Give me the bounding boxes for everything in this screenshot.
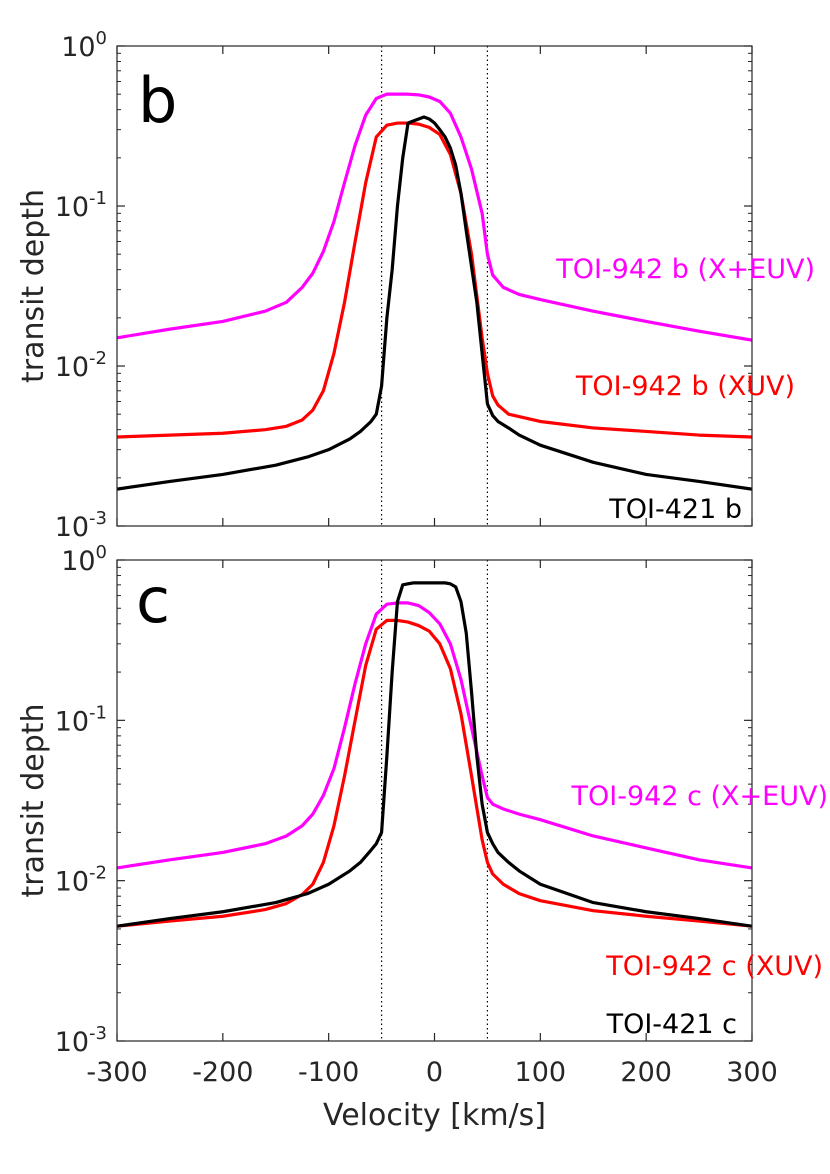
ytick-label: 10-1 <box>55 188 107 223</box>
series-line-toi-942-c-xuv <box>117 618 752 928</box>
ytick-exponent: -2 <box>89 863 107 884</box>
series-annotation: TOI-942 b (X+EUV) <box>555 254 815 285</box>
ytick-exponent: -2 <box>89 348 107 369</box>
ytick-label: 100 <box>61 542 107 577</box>
ytick-base: 10 <box>55 192 89 223</box>
xtick-label: -100 <box>298 1057 359 1088</box>
ytick-base: 10 <box>61 32 95 63</box>
ytick-base: 10 <box>55 867 89 898</box>
series-line-toi-421-b <box>117 115 752 491</box>
ytick-label: 100 <box>61 28 107 63</box>
series-annotation: TOI-421 c <box>606 1009 737 1040</box>
panel-letter: c <box>136 564 170 637</box>
ytick-exponent: -1 <box>89 188 107 209</box>
ytick-base: 10 <box>55 352 89 383</box>
axes-box <box>116 45 753 527</box>
ytick-exponent: -1 <box>89 702 107 723</box>
series-annotation: TOI-942 c (XUV) <box>605 951 823 982</box>
series-annotation: TOI-421 b <box>608 494 742 525</box>
ytick-label: 10-2 <box>55 863 107 898</box>
ytick-exponent: -3 <box>89 1023 107 1044</box>
xtick-label: 0 <box>426 1057 443 1088</box>
series-line-toi-942-b-xuv <box>117 121 752 439</box>
series-annotation: TOI-942 c (X+EUV) <box>571 781 828 812</box>
xtick-label: 100 <box>515 1057 567 1088</box>
panel-letter: b <box>138 64 177 137</box>
ytick-base: 10 <box>55 706 89 737</box>
series-annotation: TOI-942 b (XUV) <box>575 371 795 402</box>
y-axis-label: transit depth <box>16 703 51 897</box>
xtick-label: -300 <box>86 1057 147 1088</box>
y-axis-label: transit depth <box>16 189 51 383</box>
ytick-exponent: 0 <box>96 542 107 563</box>
ytick-label: 10-1 <box>55 702 107 737</box>
ytick-label: 10-3 <box>55 508 107 543</box>
x-axis-label: Velocity [km/s] <box>323 1098 546 1133</box>
series-line-toi-942-b-x-euv <box>117 92 752 342</box>
xtick-label: 300 <box>726 1057 778 1088</box>
ytick-label: 10-2 <box>55 348 107 383</box>
ytick-base: 10 <box>55 1027 89 1058</box>
xtick-label: 200 <box>620 1057 672 1088</box>
ytick-base: 10 <box>61 546 95 577</box>
series-line-toi-421-c <box>117 581 752 928</box>
series-line-toi-942-c-x-euv <box>117 601 752 870</box>
xtick-label: -200 <box>192 1057 253 1088</box>
ytick-label: 10-3 <box>55 1023 107 1058</box>
ytick-exponent: -3 <box>89 508 107 529</box>
ytick-base: 10 <box>55 512 89 543</box>
ytick-exponent: 0 <box>96 28 107 49</box>
